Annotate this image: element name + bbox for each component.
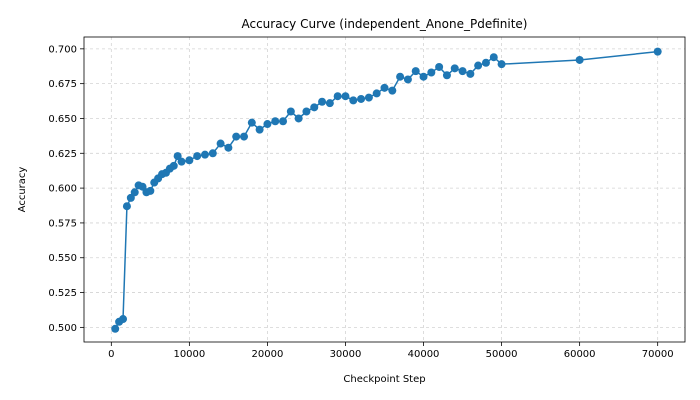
x-tick-label: 60000 xyxy=(564,349,596,360)
y-tick-label: 0.700 xyxy=(48,44,77,55)
data-point xyxy=(388,86,397,95)
data-point xyxy=(279,117,288,126)
y-axis-label: Accuracy xyxy=(17,167,28,213)
data-point xyxy=(138,182,147,191)
data-point xyxy=(193,152,202,161)
y-tick-label: 0.650 xyxy=(48,114,77,125)
data-point xyxy=(185,156,194,165)
data-point xyxy=(403,75,412,84)
x-tick-label: 50000 xyxy=(486,349,518,360)
y-axis-ticks: 0.500 0.525 0.550 0.575 0.600 0.625 0.650 0.675… xyxy=(48,44,84,334)
data-point xyxy=(255,125,264,134)
x-tick-label: 10000 xyxy=(173,349,205,360)
data-point xyxy=(325,99,334,108)
data-point xyxy=(119,315,128,324)
data-point xyxy=(349,96,358,105)
data-point xyxy=(240,132,249,141)
data-point xyxy=(224,143,233,152)
data-point xyxy=(442,71,451,80)
data-point xyxy=(396,72,405,81)
data-point xyxy=(653,47,662,56)
data-point xyxy=(177,157,186,166)
x-tick-label: 30000 xyxy=(330,349,362,360)
plot-frame xyxy=(83,36,686,343)
data-point xyxy=(302,107,311,116)
data-point xyxy=(263,120,272,129)
y-tick-label: 0.675 xyxy=(48,79,77,90)
x-tick-label: 0 xyxy=(108,349,114,360)
data-point xyxy=(169,161,178,170)
data-point xyxy=(130,188,139,197)
y-tick-label: 0.500 xyxy=(48,323,77,334)
data-point xyxy=(111,324,120,333)
y-tick-label: 0.575 xyxy=(48,218,77,229)
x-tick-label: 70000 xyxy=(642,349,674,360)
x-axis-label: Checkpoint Step xyxy=(343,374,425,385)
data-point xyxy=(497,60,506,69)
data-point xyxy=(466,69,475,78)
data-point xyxy=(216,139,225,148)
data-point xyxy=(271,117,280,126)
data-point xyxy=(575,55,584,64)
x-tick-label: 40000 xyxy=(408,349,440,360)
data-point xyxy=(173,152,182,161)
y-tick-label: 0.600 xyxy=(48,184,77,195)
data-point xyxy=(372,89,381,98)
chart-title: Accuracy Curve (independent_Anone_Pdefin… xyxy=(241,17,527,31)
data-point xyxy=(126,193,135,202)
data-point xyxy=(310,103,319,112)
y-tick-label: 0.525 xyxy=(48,288,77,299)
data-point xyxy=(357,94,366,103)
data-point xyxy=(122,202,131,211)
data-point xyxy=(489,53,498,62)
data-point xyxy=(247,118,256,127)
data-point xyxy=(435,62,444,71)
data-point xyxy=(458,67,467,76)
data-point xyxy=(286,107,295,116)
y-tick-label: 0.625 xyxy=(48,149,77,160)
data-point xyxy=(380,83,389,92)
data-point xyxy=(419,72,428,81)
data-point xyxy=(427,68,436,77)
accuracy-series-points xyxy=(111,47,662,333)
data-point xyxy=(411,67,420,76)
data-point xyxy=(146,186,155,195)
data-point xyxy=(481,58,490,67)
data-point xyxy=(333,92,342,101)
x-tick-label: 20000 xyxy=(252,349,284,360)
data-point xyxy=(341,92,350,101)
grid-layer xyxy=(84,37,685,342)
data-point xyxy=(208,149,217,158)
data-point xyxy=(364,93,373,102)
data-point xyxy=(294,114,303,123)
x-axis-ticks: 0 10000 20000 30000 40000 50000 60000 70000 xyxy=(108,342,674,360)
data-point xyxy=(232,132,241,141)
y-tick-label: 0.550 xyxy=(48,253,77,264)
data-point xyxy=(200,150,209,159)
data-point xyxy=(318,97,327,106)
data-point xyxy=(474,61,483,70)
data-point xyxy=(450,64,459,73)
